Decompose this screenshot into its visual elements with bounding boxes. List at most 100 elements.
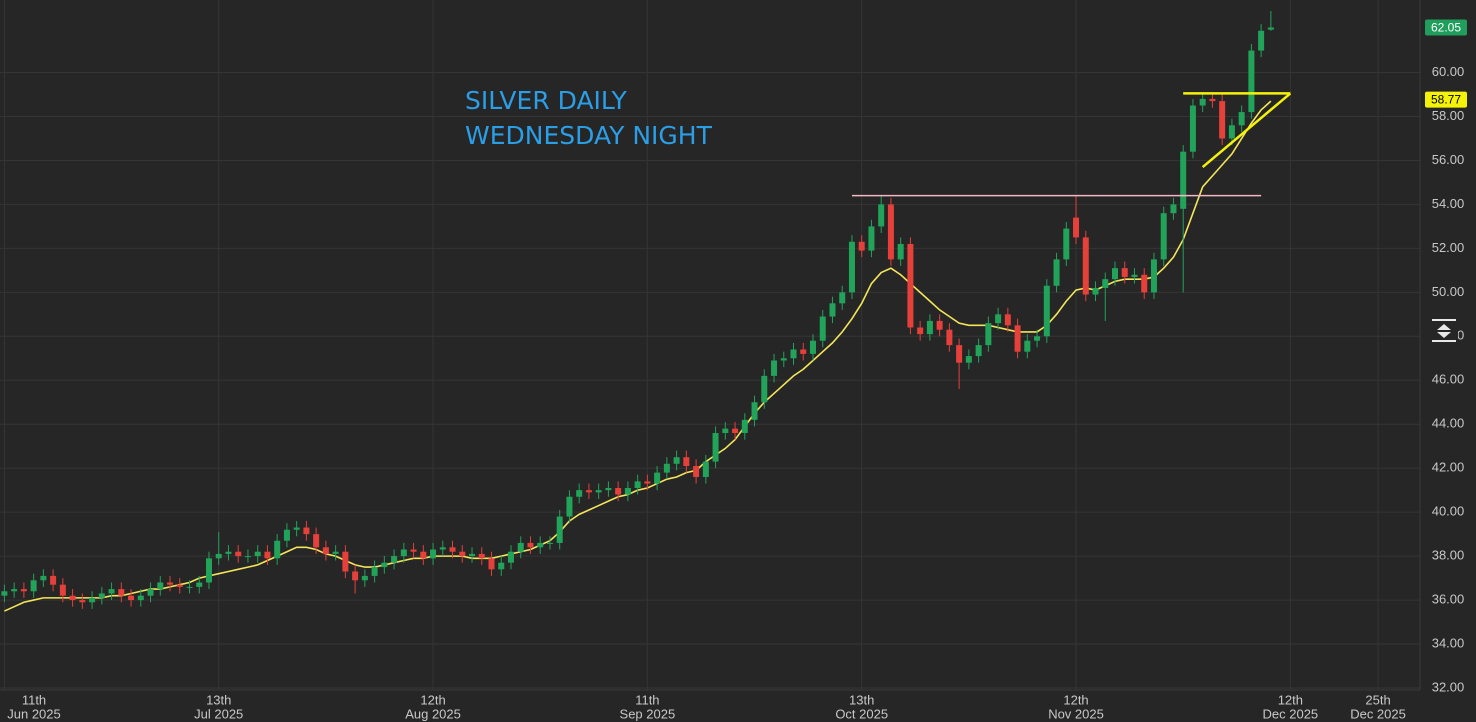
x-tick-label: 11th — [635, 692, 659, 707]
candle-body — [439, 547, 446, 550]
candle-body — [157, 582, 164, 590]
candle-body — [1228, 125, 1235, 139]
candle-body — [147, 589, 154, 596]
candle-body — [673, 457, 680, 464]
candle-body — [69, 595, 76, 601]
x-tick-sublabel: Jun 2025 — [7, 706, 61, 721]
y-tick-label: 44.00 — [1432, 416, 1465, 431]
candle-body — [917, 327, 924, 335]
candle-body — [205, 558, 212, 583]
candle-body — [702, 461, 709, 477]
candle-body — [624, 487, 631, 495]
candle-body — [1248, 50, 1255, 113]
candle-body — [809, 340, 816, 354]
candle-body — [118, 589, 125, 596]
candle-body — [1170, 204, 1177, 214]
y-tick-label: 50.00 — [1432, 284, 1465, 299]
candle-body — [897, 243, 904, 260]
candle-body — [186, 586, 193, 588]
candle-body — [332, 551, 339, 554]
candle-body — [1209, 98, 1216, 102]
candle-body — [693, 465, 700, 477]
candle-body — [800, 349, 807, 354]
candle-body — [556, 516, 563, 543]
candle-body — [1024, 340, 1031, 352]
candle-body — [790, 349, 797, 359]
candle-body — [1043, 285, 1050, 337]
y-tick-label: 36.00 — [1432, 592, 1465, 607]
x-tick-label: 12th — [1063, 692, 1088, 707]
candle-body — [527, 542, 534, 548]
candle-body — [741, 419, 748, 434]
candle-body — [761, 375, 768, 403]
candle-body — [907, 243, 914, 328]
candle-body — [517, 542, 524, 552]
x-tick-sublabel: Oct 2025 — [835, 706, 888, 721]
x-tick-label: 25th — [1365, 692, 1390, 707]
y-tick-label: 32.00 — [1432, 679, 1465, 694]
candle-body — [98, 593, 105, 598]
candle-body — [459, 551, 466, 557]
candle-body — [1150, 259, 1157, 293]
candle-body — [839, 292, 846, 304]
candle-body — [946, 329, 953, 346]
y-tick-label: 60.00 — [1432, 64, 1465, 79]
candle-body — [469, 553, 476, 557]
candle-body — [654, 472, 661, 484]
candle-body — [108, 589, 115, 594]
candle-body — [410, 549, 417, 552]
candle-body — [254, 551, 261, 557]
candle-body — [215, 553, 222, 559]
candle-body — [293, 527, 300, 530]
candle-body — [605, 487, 612, 491]
trend-line — [1201, 92, 1292, 169]
candle-body — [235, 551, 242, 557]
candle-body — [352, 571, 359, 581]
candle-body — [1111, 268, 1118, 280]
candle-body — [576, 490, 583, 497]
candle-body — [313, 534, 320, 548]
y-tick-label: 38.00 — [1432, 548, 1465, 563]
icon-arrow — [1437, 324, 1451, 330]
candle-body — [381, 562, 388, 568]
candle-body — [1063, 228, 1070, 260]
candle-body — [167, 582, 174, 585]
candle-body — [420, 551, 427, 559]
candle-body — [128, 595, 135, 601]
candle-body — [498, 562, 505, 570]
candle-body — [936, 320, 943, 330]
chart-subtitle: WEDNESDAY NIGHT — [465, 121, 713, 150]
candle-body — [1267, 27, 1274, 30]
candle-body — [858, 241, 865, 251]
candle-body — [371, 567, 378, 576]
candle-body — [829, 303, 836, 317]
x-tick-label: 12th — [420, 692, 445, 707]
candle-body — [79, 600, 86, 603]
y-tick-label: 46.00 — [1432, 372, 1465, 387]
candle-body — [722, 428, 729, 434]
candle-body — [868, 226, 875, 251]
y-tick-label: 42.00 — [1432, 460, 1465, 475]
candle-body — [30, 580, 37, 592]
candle-body — [283, 529, 290, 541]
candle-body — [1073, 217, 1080, 238]
candle-body — [1121, 268, 1128, 277]
candle-body — [1141, 274, 1148, 293]
candle-body — [1102, 279, 1109, 288]
candle-body — [1131, 274, 1138, 277]
candle-body — [965, 356, 972, 363]
candle-body — [585, 490, 592, 493]
scale-icon[interactable] — [1430, 317, 1458, 343]
candle-body — [644, 481, 651, 484]
chart-title: SILVER DAILY — [465, 86, 628, 115]
candle-body — [566, 496, 573, 517]
candle-body — [634, 481, 641, 488]
candle-body — [449, 547, 456, 552]
candle-body — [1082, 237, 1089, 295]
candle-body — [819, 316, 826, 341]
candle-body — [430, 549, 437, 559]
candle-body — [478, 553, 485, 559]
candle-body — [264, 551, 271, 559]
candle-body — [400, 549, 407, 557]
